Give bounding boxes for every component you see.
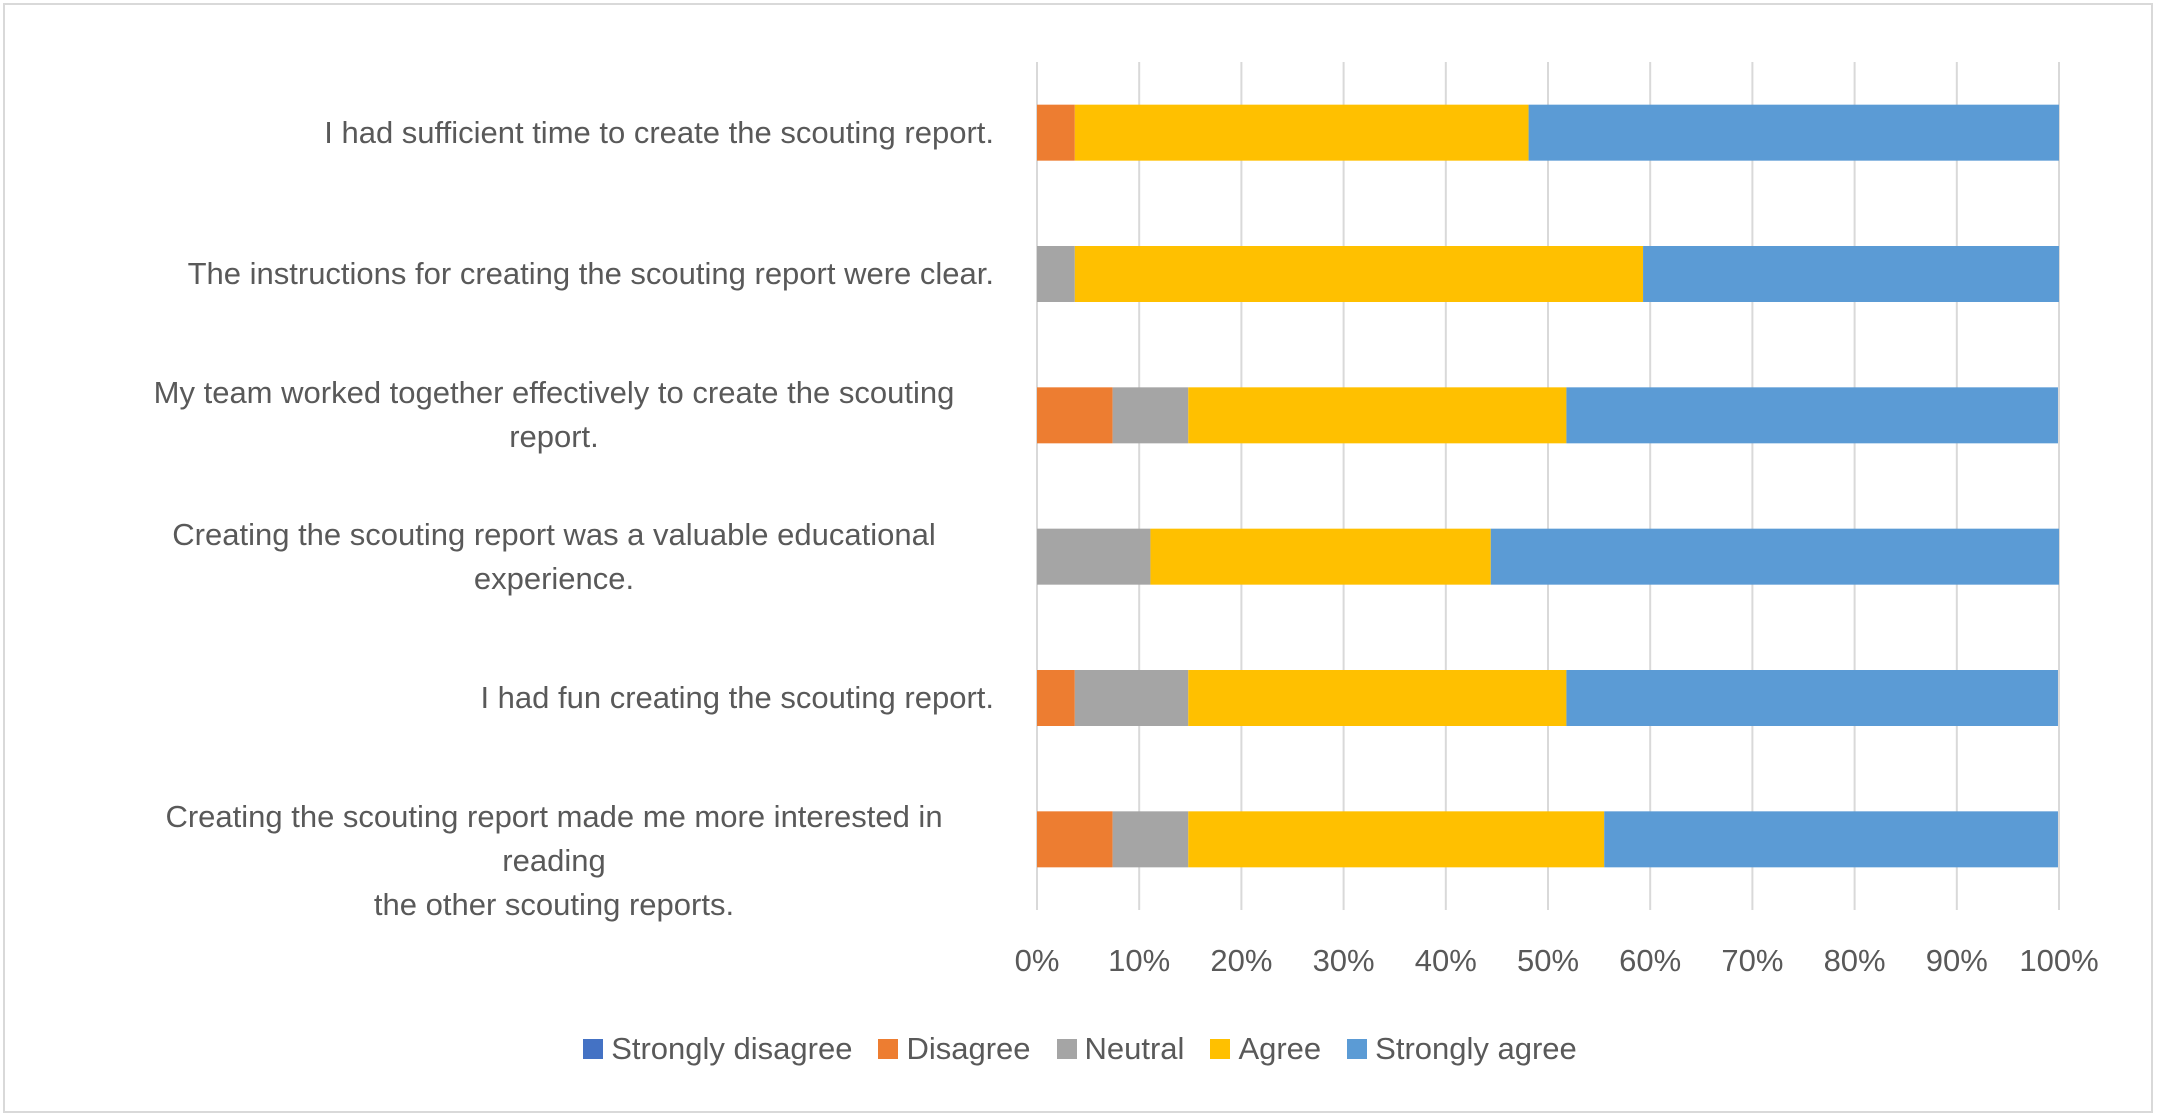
bar-segment [1188, 387, 1567, 444]
x-tick-label: 30% [1312, 943, 1375, 978]
bar-segment [1037, 670, 1075, 726]
x-tick-label: 90% [1925, 943, 1988, 978]
bar-segment [1528, 104, 2059, 161]
category-label-line: Creating the scouting report made me mor… [165, 799, 943, 879]
legend-swatch [1347, 1039, 1368, 1059]
bar-segment [1566, 387, 2058, 444]
bar-segment [1037, 246, 1075, 302]
bar-segment [1643, 246, 2059, 302]
category-label-line: experience. [473, 560, 635, 596]
category-label: My team worked together effectively to c… [114, 371, 994, 459]
bar-segment [1074, 104, 1529, 161]
legend-swatch [1056, 1039, 1077, 1059]
bar-segment [1188, 811, 1605, 868]
category-label: I had fun creating the scouting report. [0, 676, 994, 720]
x-tick-label: 50% [1516, 943, 1580, 978]
bar-segment [1074, 246, 1644, 302]
x-tick-label: 100% [2019, 943, 2099, 978]
bar-segment [1566, 670, 2058, 726]
x-tick-label: 0% [1014, 943, 1060, 978]
legend-swatch [878, 1039, 899, 1059]
bar-segment [1112, 387, 1189, 444]
category-label-line: I had fun creating the scouting report. [480, 680, 994, 715]
x-tick-label: 80% [1823, 943, 1886, 978]
bar-segment [1074, 670, 1189, 726]
category-label-line: Creating the scouting report was a valua… [172, 516, 936, 552]
x-tick-label: 40% [1414, 943, 1477, 978]
legend: Strongly disagree Disagree Neutral Agree Str… [5, 1031, 2155, 1067]
x-tick-label: 60% [1619, 943, 1682, 978]
legend-item: Strongly agree [1347, 1031, 1577, 1067]
bar-segment [1037, 811, 1113, 868]
bar-segment [1037, 528, 1151, 585]
legend-label: Agree [1238, 1031, 1322, 1066]
chart-frame: I had sufficient time to create the scou… [3, 3, 2153, 1113]
legend-item: Disagree [878, 1031, 1031, 1067]
x-tick-label: 70% [1721, 943, 1784, 978]
legend-label: Strongly disagree [611, 1031, 853, 1066]
chart-plot [1036, 62, 2060, 910]
category-label-line: The instructions for creating the scouti… [187, 256, 994, 291]
x-tick-label: 20% [1210, 943, 1273, 978]
category-label-line: the other scouting reports. [373, 887, 735, 923]
category-label: I had sufficient time to create the scou… [0, 111, 994, 155]
category-label-line: report. [509, 419, 599, 455]
legend-label: Neutral [1084, 1031, 1185, 1066]
category-label: Creating the scouting report made me mor… [114, 795, 994, 927]
category-label: Creating the scouting report was a valua… [114, 513, 994, 601]
legend-item: Neutral [1056, 1031, 1185, 1067]
legend-item: Agree [1210, 1031, 1321, 1067]
legend-label: Strongly agree [1375, 1031, 1577, 1066]
x-tick-label: 10% [1108, 943, 1171, 978]
bar-segment [1112, 811, 1189, 868]
bar-segment [1037, 104, 1075, 161]
bar-segment [1188, 670, 1567, 726]
category-label-line: My team worked together effectively to c… [153, 375, 955, 411]
legend-swatch [1210, 1039, 1231, 1059]
bar-segment [1150, 528, 1491, 585]
category-label: The instructions for creating the scouti… [0, 252, 994, 296]
category-label-line: I had sufficient time to create the scou… [324, 114, 994, 150]
bar-segment [1490, 528, 2059, 585]
legend-label: Disagree [906, 1031, 1031, 1066]
legend-swatch [583, 1039, 604, 1059]
legend-item: Strongly disagree [583, 1031, 852, 1067]
bar-segment [1037, 387, 1113, 444]
bar-segment [1604, 811, 2058, 868]
